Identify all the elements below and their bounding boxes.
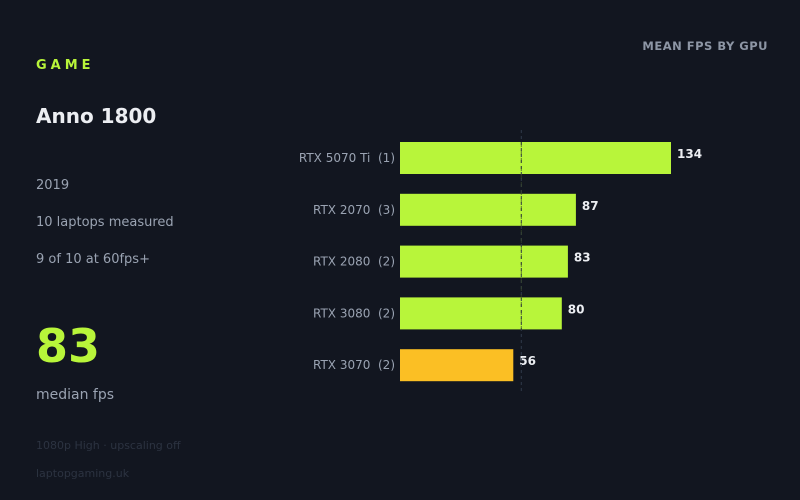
median-fps-label: median fps — [36, 387, 115, 403]
value-label-2: 83 — [574, 251, 591, 265]
value-label-1: 87 — [582, 199, 599, 213]
release-year: 2019 — [36, 178, 70, 193]
chart-title: MEAN FPS BY GPU — [642, 39, 768, 53]
bar-0 — [400, 142, 671, 174]
game-title: Anno 1800 — [36, 104, 157, 128]
value-label-3: 80 — [568, 302, 585, 316]
section-label: GAME — [36, 58, 95, 73]
category-label-4: RTX 3070 (2) — [313, 358, 395, 372]
category-label-2: RTX 2080 (2) — [313, 255, 395, 269]
bar-2 — [400, 245, 568, 278]
value-label-0: 134 — [677, 147, 702, 161]
bar-3 — [400, 297, 562, 330]
bar-1 — [400, 193, 576, 226]
test-settings-note: 1080p High · upscaling off — [36, 439, 181, 452]
laptops-measured: 10 laptops measured — [36, 215, 174, 230]
share-above-60fps: 9 of 10 at 60fps+ — [36, 252, 150, 267]
bar-4 — [400, 349, 514, 382]
median-fps-value: 83 — [36, 319, 101, 373]
category-label-3: RTX 3080 (2) — [313, 306, 395, 320]
category-label-0: RTX 5070 Ti (1) — [299, 151, 395, 165]
source-credit: laptopgaming.uk — [36, 467, 130, 480]
category-label-1: RTX 2070 (3) — [313, 203, 395, 217]
value-label-4: 56 — [519, 354, 536, 368]
